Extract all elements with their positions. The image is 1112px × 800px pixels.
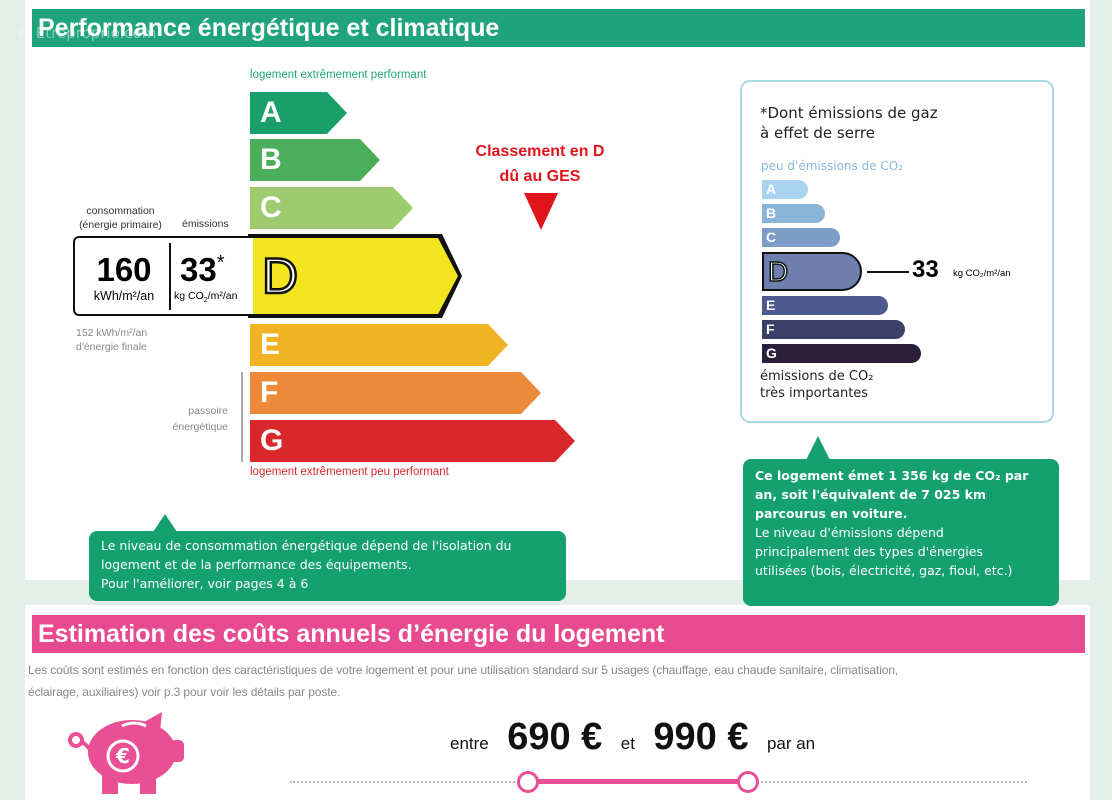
consumption-value: 160 — [96, 251, 152, 288]
unit-post: /m²/an — [207, 290, 238, 302]
energy-class-f: F — [250, 372, 541, 414]
emissions-value: 33* — [180, 251, 225, 289]
cost-desc-2: éclairage, auxiliaires) voir p.3 pour vo… — [28, 685, 341, 699]
unit-sub: 2 — [203, 297, 208, 305]
emissions-label: émissions — [182, 218, 229, 230]
scale-bottom-label: logement extrêmement peu performant — [250, 466, 449, 478]
value-box — [73, 236, 253, 316]
svg-text:€: € — [115, 744, 130, 768]
ges-box — [740, 80, 1054, 423]
cost-min-marker — [517, 771, 539, 793]
passoire-label: passoire énergétique — [150, 403, 228, 435]
ges-value: 33 — [912, 256, 939, 283]
energy-class-e: E — [250, 324, 508, 366]
ges-class-g: G — [762, 344, 921, 363]
classement-line-2: dû au GES — [499, 168, 581, 185]
callout-right-2: principalement des types d'énergies — [755, 544, 983, 559]
emissions-number: 33 — [180, 251, 217, 288]
callout-left-pointer — [153, 514, 177, 532]
consumption-label-1: consommation — [86, 205, 155, 217]
consumption-label-2: (énergie primaire) — [79, 219, 162, 231]
callout-left-2: logement et de la performance des équipe… — [101, 557, 412, 572]
energy-class-c: C — [250, 187, 413, 229]
ges-bottom-1: émissions de CO₂ — [760, 369, 874, 384]
callout-right-bold-1: Ce logement émet 1 356 kg de CO₂ par — [755, 468, 1029, 483]
cost-min: 690 € — [507, 716, 603, 758]
ges-class-e: E — [762, 296, 888, 315]
section-title-performance: Performance énergétique et climatique — [32, 9, 1085, 47]
classement-line-1: Classement en D — [475, 143, 605, 160]
consumption-label: consommation (énergie primaire) — [73, 204, 168, 232]
cost-description: Les coûts sont estimés en fonction des c… — [28, 659, 898, 703]
section-title-costs: Estimation des coûts annuels d’énergie d… — [32, 615, 1085, 653]
energy-class-b: B — [250, 139, 380, 181]
cost-desc-1: Les coûts sont estimés en fonction des c… — [28, 663, 899, 677]
final-energy: 152 kWh/m²/an d'énergie finale — [76, 326, 147, 354]
cost-range-bar — [528, 779, 748, 784]
down-arrow-icon — [524, 193, 558, 230]
cost-max: 990 € — [653, 716, 749, 758]
consumption-unit: kWh/m²/an — [93, 289, 155, 303]
callout-right-1: Le niveau d'émissions dépend — [755, 525, 944, 540]
ges-title: *Dont émissions de gaz à effet de serre — [760, 103, 938, 143]
emissions-unit: kg CO2/m²/an — [174, 290, 237, 304]
final-energy-2: d'énergie finale — [76, 341, 147, 353]
callout-right-bold-2: an, soit l'équivalent de 7 025 km — [755, 487, 986, 502]
scale-top-label: logement extrêmement performant — [250, 69, 427, 81]
ges-connector-line — [867, 271, 909, 273]
classement-text: Classement en D dû au GES — [440, 139, 640, 189]
ges-unit: kg CO₂/m²/an — [953, 268, 1011, 279]
par-an-label: par an — [766, 734, 816, 753]
ges-bottom-label: émissions de CO₂ très importantes — [760, 368, 873, 402]
ges-class-f: F — [762, 320, 905, 339]
watermark: © Etreproprio.com — [16, 24, 157, 42]
energy-class-d: D — [252, 238, 458, 314]
cost-max-marker — [737, 771, 759, 793]
callout-right-pointer — [806, 436, 830, 460]
callout-right-3: utilisées (bois, électricité, gaz, fioul… — [755, 563, 1013, 578]
unit-pre: kg CO — [174, 290, 204, 302]
callout-left: Le niveau de consommation énergétique dé… — [89, 531, 566, 601]
box-divider — [169, 243, 171, 310]
ges-class-a: A — [762, 180, 808, 199]
ges-top-label: peu d'émissions de CO₂ — [761, 159, 904, 173]
et-label: et — [620, 734, 635, 753]
ges-class-c: C — [762, 228, 840, 247]
ges-class-d: D — [762, 252, 862, 291]
ges-class-b: B — [762, 204, 825, 223]
callout-left-3: Pour l'améliorer, voir pages 4 à 6 — [101, 576, 309, 591]
asterisk: * — [216, 252, 225, 274]
callout-right: Ce logement émet 1 356 kg de CO₂ par an,… — [743, 459, 1059, 606]
final-energy-1: 152 kWh/m²/an — [76, 327, 148, 339]
ges-title-2: à effet de serre — [760, 124, 875, 142]
passoire-text-1: passoire — [188, 405, 228, 417]
energy-class-g: G — [250, 420, 575, 462]
entre-label: entre — [450, 734, 489, 753]
passoire-text-2: énergétique — [172, 421, 228, 433]
passoire-bracket — [241, 372, 243, 462]
ges-title-1: *Dont émissions de gaz — [760, 104, 938, 122]
callout-right-bold-3: parcourus en voiture. — [755, 506, 908, 521]
energy-class-a: A — [250, 92, 347, 134]
callout-left-1: Le niveau de consommation énergétique dé… — [101, 538, 512, 553]
piggy-bank-euro-icon: € — [68, 712, 184, 794]
ges-bottom-2: très importantes — [760, 386, 869, 401]
cost-range: entre 690 € et 990 € par an — [450, 716, 815, 759]
